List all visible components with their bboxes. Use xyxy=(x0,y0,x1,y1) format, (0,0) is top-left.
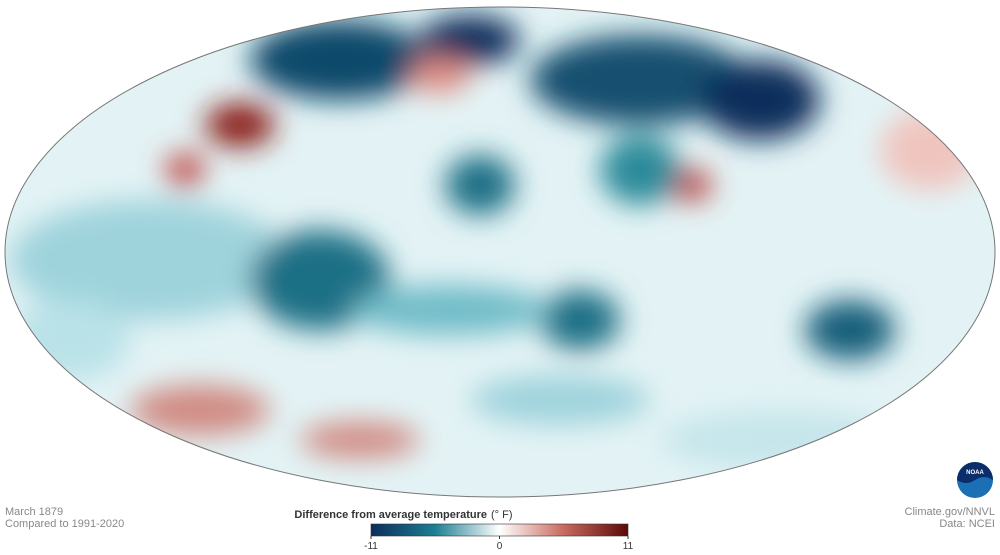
tick-label: 0 xyxy=(497,541,503,552)
noaa-logo: NOAA xyxy=(957,462,993,498)
logo-text: NOAA xyxy=(966,470,984,476)
color-bar xyxy=(370,523,629,537)
period: March 1879 xyxy=(5,506,63,518)
baseline: Compared to 1991-2020 xyxy=(5,518,124,530)
globe-outline xyxy=(4,6,996,498)
legend-title: Difference from average temperature xyxy=(294,509,487,521)
credit: Climate.gov/NNVL xyxy=(905,506,995,518)
source: Data: NCEI xyxy=(939,518,995,530)
tick-label: 11 xyxy=(623,541,634,552)
tick-label: -11 xyxy=(364,541,378,552)
legend-unit: (° F) xyxy=(491,509,513,521)
